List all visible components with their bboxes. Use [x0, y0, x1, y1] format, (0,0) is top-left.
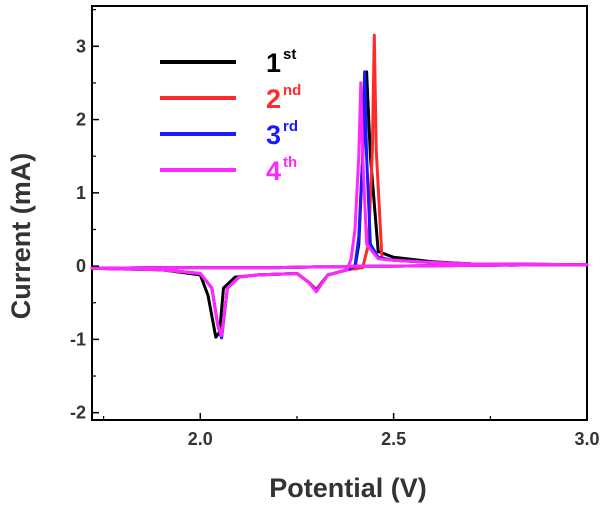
legend-sup-2nd: nd — [283, 82, 301, 99]
legend-sup-4th: th — [283, 154, 297, 171]
y-tick-label: 3 — [76, 36, 86, 56]
legend-label-4th: 4 — [266, 156, 281, 186]
x-tick-label: 3.0 — [574, 429, 599, 449]
y-tick-label: -1 — [70, 329, 86, 349]
series-line-1st — [90, 70, 589, 339]
legend-sup-1st: st — [283, 46, 296, 63]
plot-frame — [91, 5, 588, 421]
x-axis-title: Potential (V) — [269, 473, 427, 503]
series-line-3rd — [90, 70, 589, 340]
series-line-2nd — [90, 33, 589, 339]
legend-label-1st: 1 — [266, 48, 281, 78]
legend-sup-3rd: rd — [283, 118, 298, 135]
y-tick-label: -2 — [70, 403, 86, 423]
legend-label-3rd: 3 — [266, 120, 281, 150]
x-tick-label: 2.0 — [188, 429, 213, 449]
x-tick-label: 2.5 — [381, 429, 406, 449]
y-tick-label: 0 — [76, 256, 86, 276]
y-tick-label: 1 — [76, 183, 86, 203]
y-tick-label: 2 — [76, 110, 86, 130]
legend-label-2nd: 2 — [266, 84, 281, 114]
series-line-4th — [90, 81, 589, 338]
y-axis-title: Current (mA) — [6, 153, 36, 320]
